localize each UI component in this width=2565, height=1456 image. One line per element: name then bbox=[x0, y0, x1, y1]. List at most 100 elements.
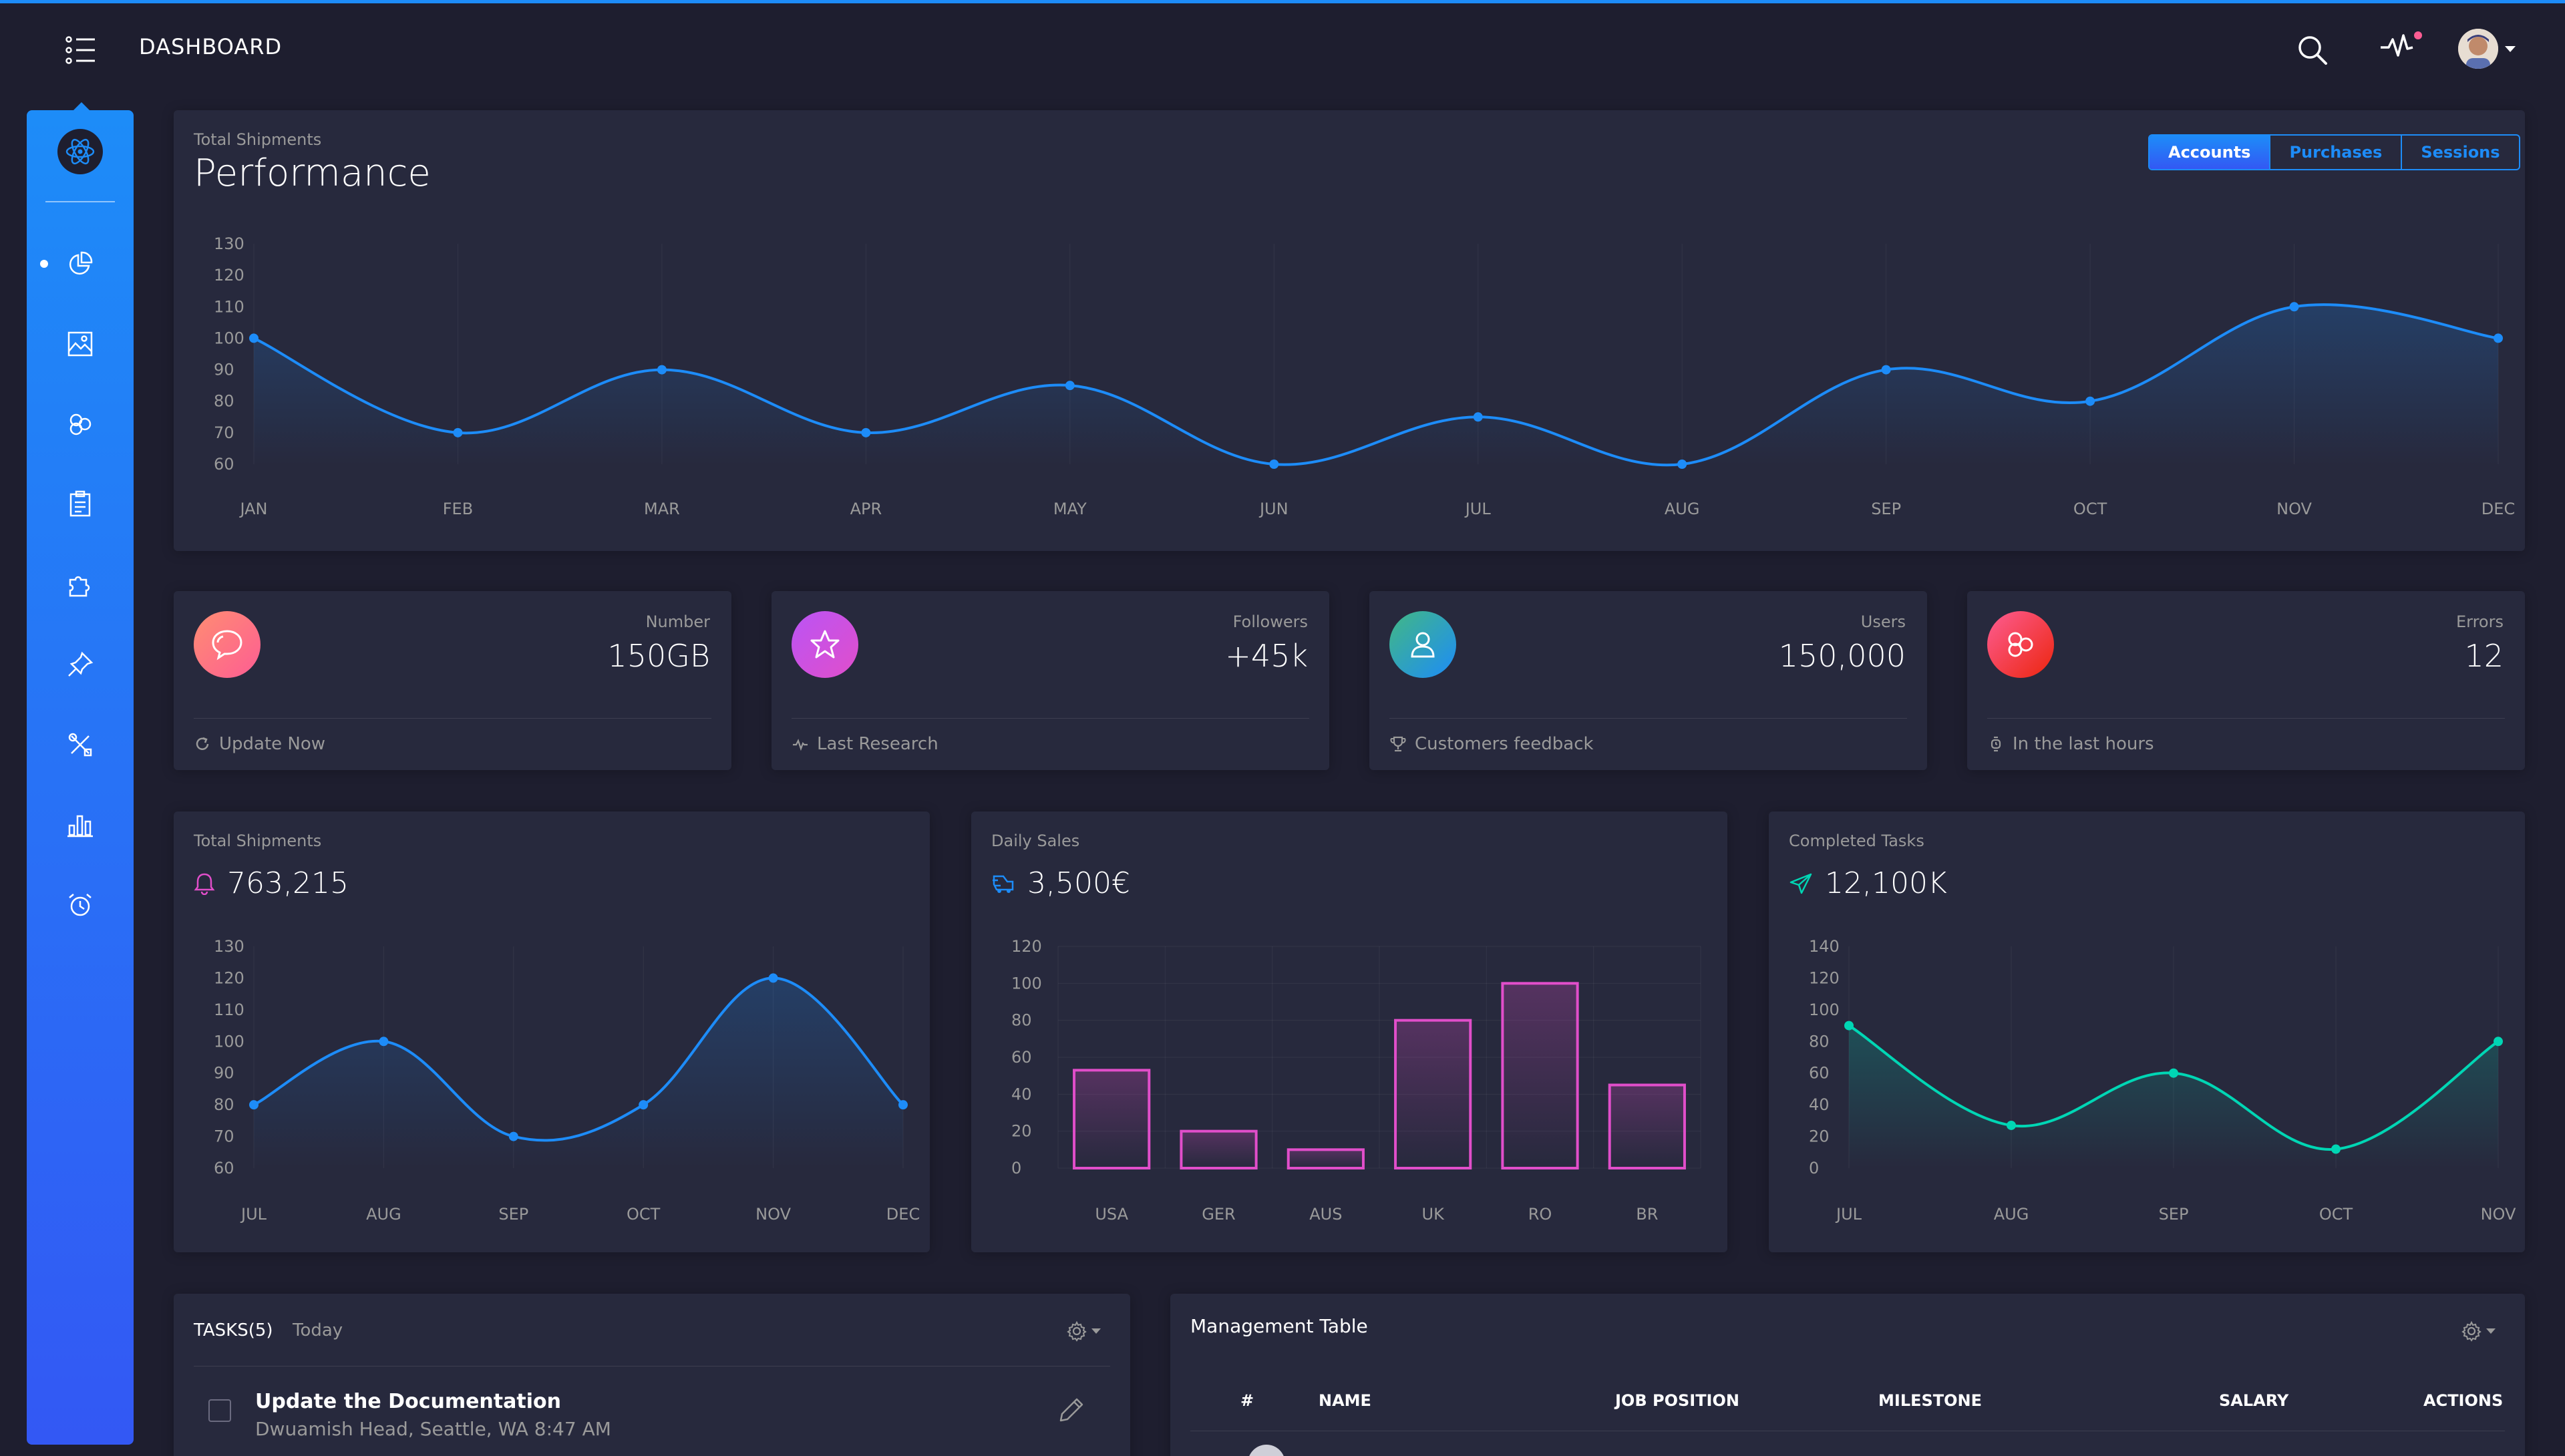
y-tick-label: 80 bbox=[214, 392, 234, 411]
x-tick-label: USA bbox=[1095, 1205, 1128, 1224]
column-header-actions[interactable]: ACTIONS bbox=[2423, 1391, 2504, 1410]
update-now-link[interactable]: Update Now bbox=[194, 734, 325, 754]
pencil-icon[interactable] bbox=[1057, 1395, 1089, 1427]
table-settings-dropdown[interactable] bbox=[2461, 1316, 2508, 1346]
data-point[interactable] bbox=[768, 973, 778, 983]
data-point[interactable] bbox=[639, 1100, 649, 1110]
data-point[interactable] bbox=[2331, 1144, 2341, 1154]
refresh-icon bbox=[196, 737, 209, 750]
tasks-card: TASKS(5) Today Update the Documentation … bbox=[174, 1294, 1130, 1456]
sidebar-item-table-list[interactable] bbox=[60, 645, 100, 685]
x-tick-label: OCT bbox=[2319, 1205, 2353, 1224]
card-title: 763,215 bbox=[194, 866, 349, 900]
x-tick-label: MAY bbox=[1053, 500, 1087, 518]
data-point[interactable] bbox=[1677, 460, 1687, 469]
data-point[interactable] bbox=[2494, 1037, 2503, 1047]
stat-value: 150GB bbox=[607, 638, 710, 674]
data-point[interactable] bbox=[1065, 381, 1075, 391]
column-header-index[interactable]: # bbox=[1240, 1391, 1254, 1410]
management-table-card: Management Table # NAME JOB POSITION MIL… bbox=[1170, 1294, 2525, 1456]
bar-chart-icon bbox=[67, 815, 93, 838]
data-point[interactable] bbox=[657, 365, 667, 375]
data-point[interactable] bbox=[1844, 1021, 1854, 1031]
sidebar-item-dashboard[interactable] bbox=[60, 244, 100, 284]
data-point[interactable] bbox=[1881, 365, 1891, 375]
molecule-icon bbox=[1987, 611, 2054, 678]
data-point[interactable] bbox=[249, 1100, 259, 1110]
data-point[interactable] bbox=[2289, 302, 2299, 312]
tab-accounts[interactable]: Accounts bbox=[2150, 136, 2271, 169]
y-tick-label: 60 bbox=[1011, 1048, 1032, 1067]
data-point[interactable] bbox=[1269, 460, 1279, 469]
sidebar-item-icons[interactable] bbox=[60, 324, 100, 364]
user-menu[interactable] bbox=[2458, 29, 2525, 69]
data-point[interactable] bbox=[2169, 1068, 2178, 1078]
x-tick-label: DEC bbox=[2482, 500, 2515, 518]
pulse-icon bbox=[793, 739, 808, 751]
bell-icon bbox=[194, 873, 215, 895]
data-point[interactable] bbox=[1473, 412, 1483, 422]
sidebar-item-user-profile[interactable] bbox=[60, 564, 100, 604]
customers-feedback-link[interactable]: Customers feedback bbox=[1389, 734, 1594, 754]
search-icon[interactable] bbox=[2295, 33, 2330, 67]
task-title: Update the Documentation bbox=[255, 1390, 561, 1413]
pie-chart-icon bbox=[69, 251, 93, 275]
data-point[interactable] bbox=[508, 1131, 518, 1141]
y-tick-label: 130 bbox=[214, 937, 244, 956]
tab-purchases[interactable]: Purchases bbox=[2270, 136, 2403, 169]
stat-value: 12 bbox=[2464, 638, 2504, 674]
x-tick-label: SEP bbox=[498, 1205, 528, 1224]
data-point[interactable] bbox=[2007, 1120, 2016, 1130]
y-tick-label: 90 bbox=[214, 361, 234, 379]
card-value: 3,500€ bbox=[1027, 866, 1130, 900]
data-point[interactable] bbox=[453, 427, 463, 437]
y-tick-label: 120 bbox=[214, 266, 244, 285]
x-tick-label: FEB bbox=[443, 500, 473, 518]
data-point[interactable] bbox=[2085, 396, 2095, 406]
data-point[interactable] bbox=[898, 1100, 908, 1110]
sidebar-item-alarms[interactable] bbox=[60, 885, 100, 925]
active-indicator bbox=[40, 260, 48, 268]
bar-uk bbox=[1394, 1019, 1472, 1169]
stat-label: Errors bbox=[2455, 612, 2504, 631]
y-tick-label: 20 bbox=[1809, 1127, 1830, 1146]
table-title: Management Table bbox=[1190, 1315, 1368, 1337]
data-point[interactable] bbox=[2494, 333, 2503, 343]
x-tick-label: NOV bbox=[2276, 500, 2312, 518]
card-title: 12,100K bbox=[1789, 866, 1947, 900]
tasks-settings-dropdown[interactable] bbox=[1066, 1316, 1113, 1346]
performance-line-chart: 60 70 80 90 100 110 120 130 JAN FEB MAR APR MAY JUN JU… bbox=[214, 234, 2515, 518]
tools-icon bbox=[68, 733, 92, 757]
y-tick-label: 0 bbox=[1011, 1159, 1021, 1177]
y-tick-label: 70 bbox=[214, 1127, 234, 1146]
sidebar-item-charts[interactable] bbox=[60, 805, 100, 845]
last-hours-link[interactable]: In the last hours bbox=[1987, 734, 2154, 754]
task-checkbox[interactable] bbox=[208, 1399, 231, 1422]
react-logo-icon[interactable] bbox=[57, 129, 103, 174]
data-point[interactable] bbox=[861, 427, 871, 437]
sidebar-item-notifications[interactable] bbox=[60, 484, 100, 524]
data-point[interactable] bbox=[249, 333, 259, 343]
stat-label: Users bbox=[1860, 612, 1906, 631]
performance-tab-group: Accounts Purchases Sessions bbox=[2148, 134, 2520, 170]
data-point[interactable] bbox=[379, 1037, 389, 1047]
sidebar-item-maps[interactable] bbox=[60, 404, 100, 444]
last-research-link[interactable]: Last Research bbox=[792, 734, 938, 754]
stat-value: +45k bbox=[1225, 638, 1308, 674]
tab-sessions[interactable]: Sessions bbox=[2421, 143, 2500, 162]
bar-br bbox=[1608, 1083, 1686, 1169]
page-title[interactable]: DASHBOARD bbox=[139, 34, 283, 59]
x-tick-label: DEC bbox=[886, 1205, 920, 1224]
column-header-salary[interactable]: SALARY bbox=[2219, 1391, 2289, 1410]
column-header-milestone[interactable]: MILESTONE bbox=[1878, 1391, 1983, 1410]
column-header-job-position[interactable]: JOB POSITION bbox=[1615, 1391, 1739, 1410]
x-tick-label: OCT bbox=[627, 1205, 661, 1224]
bar-aus bbox=[1287, 1148, 1365, 1170]
column-header-name[interactable]: NAME bbox=[1319, 1391, 1371, 1410]
watch-icon bbox=[1991, 736, 2001, 752]
x-tick-label: JAN bbox=[238, 500, 267, 518]
x-tick-label: RO bbox=[1528, 1205, 1552, 1224]
menu-toggle-icon[interactable] bbox=[65, 35, 98, 65]
activity-pulse-icon[interactable] bbox=[2379, 29, 2422, 63]
sidebar-item-typography[interactable] bbox=[60, 725, 100, 765]
